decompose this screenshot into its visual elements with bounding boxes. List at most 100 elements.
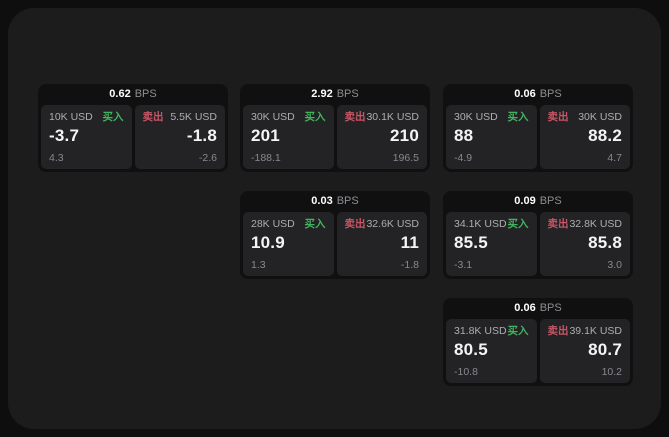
sell-header-row: 卖出 5.5K USD — [142, 111, 218, 124]
sell-price: 210 — [390, 125, 419, 145]
card-body: 31.8K USD 买入 80.5 -10.8 卖出 39.1K USD 80.… — [446, 319, 630, 383]
sell-delta: 196.5 — [392, 151, 419, 164]
sell-side-label: 卖出 — [344, 111, 366, 123]
buy-header-row: 34.1K USD 买入 — [454, 218, 529, 231]
bps-value: 0.06 — [514, 88, 536, 100]
bps-unit-label: BPS — [336, 195, 359, 207]
buy-header-row: 31.8K USD 买入 — [454, 325, 529, 338]
buy-price: -3.7 — [49, 125, 80, 145]
buy-delta: -3.1 — [454, 258, 473, 271]
sell-delta: -1.8 — [400, 258, 419, 271]
sell-side-label: 卖出 — [547, 325, 569, 337]
sell-quote-tile[interactable]: 卖出 30K USD 88.2 4.7 — [539, 105, 630, 169]
sell-quote-tile[interactable]: 卖出 5.5K USD -1.8 -2.6 — [134, 105, 225, 169]
sell-amount: 5.5K USD — [170, 111, 217, 123]
bps-value: 0.03 — [311, 195, 333, 207]
card-body: 30K USD 买入 88 -4.9 卖出 30K USD 88.2 4.7 — [446, 105, 630, 169]
bps-unit-label: BPS — [336, 88, 359, 100]
sell-amount: 32.8K USD — [569, 218, 622, 230]
buy-quote-tile[interactable]: 10K USD 买入 -3.7 4.3 — [41, 105, 132, 169]
buy-amount: 10K USD — [49, 111, 93, 123]
buy-header-row: 28K USD 买入 — [251, 218, 326, 231]
buy-delta: 1.3 — [251, 258, 266, 271]
card-header: 0.62 BPS — [41, 84, 225, 105]
quotes-panel: 0.62 BPS 10K USD 买入 -3.7 4.3 卖出 5.5K USD — [8, 8, 661, 429]
sell-side-label: 卖出 — [344, 218, 366, 230]
card-body: 34.1K USD 买入 85.5 -3.1 卖出 32.8K USD 85.8… — [446, 212, 630, 276]
buy-side-label: 买入 — [102, 111, 124, 123]
sell-quote-tile[interactable]: 卖出 32.6K USD 11 -1.8 — [336, 212, 427, 276]
card-header: 0.06 BPS — [446, 84, 630, 105]
buy-amount: 28K USD — [251, 218, 295, 230]
sell-header-row: 卖出 32.6K USD — [344, 218, 420, 231]
sell-amount: 39.1K USD — [569, 325, 622, 337]
sell-header-row: 卖出 30.1K USD — [344, 111, 420, 124]
bps-value: 0.06 — [514, 302, 536, 314]
buy-delta: -188.1 — [251, 151, 281, 164]
sell-header-row: 卖出 30K USD — [547, 111, 623, 124]
buy-delta: -4.9 — [454, 151, 473, 164]
buy-quote-tile[interactable]: 34.1K USD 买入 85.5 -3.1 — [446, 212, 537, 276]
sell-delta: -2.6 — [198, 151, 217, 164]
sell-amount: 32.6K USD — [366, 218, 419, 230]
quote-card: 0.06 BPS 30K USD 买入 88 -4.9 卖出 30K USD — [443, 84, 633, 172]
buy-price: 80.5 — [454, 339, 488, 359]
card-header: 0.03 BPS — [243, 191, 427, 212]
buy-price: 85.5 — [454, 232, 488, 252]
bps-value: 0.62 — [109, 88, 131, 100]
buy-amount: 34.1K USD — [454, 218, 507, 230]
card-body: 28K USD 买入 10.9 1.3 卖出 32.6K USD 11 -1.8 — [243, 212, 427, 276]
buy-header-row: 10K USD 买入 — [49, 111, 124, 124]
sell-price: 85.8 — [588, 232, 622, 252]
buy-header-row: 30K USD 买入 — [454, 111, 529, 124]
quote-card: 2.92 BPS 30K USD 买入 201 -188.1 卖出 30.1K … — [240, 84, 430, 172]
buy-amount: 31.8K USD — [454, 325, 507, 337]
bps-value: 0.09 — [514, 195, 536, 207]
quote-card: 0.09 BPS 34.1K USD 买入 85.5 -3.1 卖出 32.8K… — [443, 191, 633, 279]
sell-quote-tile[interactable]: 卖出 32.8K USD 85.8 3.0 — [539, 212, 630, 276]
quote-card: 0.03 BPS 28K USD 买入 10.9 1.3 卖出 32.6K US… — [240, 191, 430, 279]
buy-header-row: 30K USD 买入 — [251, 111, 326, 124]
sell-price: 80.7 — [588, 339, 622, 359]
sell-delta: 3.0 — [607, 258, 622, 271]
bps-value: 2.92 — [311, 88, 333, 100]
buy-price: 10.9 — [251, 232, 285, 252]
sell-header-row: 卖出 32.8K USD — [547, 218, 623, 231]
sell-delta: 4.7 — [607, 151, 622, 164]
card-header: 2.92 BPS — [243, 84, 427, 105]
sell-price: 88.2 — [588, 125, 622, 145]
sell-amount: 30K USD — [578, 111, 622, 123]
sell-quote-tile[interactable]: 卖出 39.1K USD 80.7 10.2 — [539, 319, 630, 383]
bps-unit-label: BPS — [134, 88, 157, 100]
card-body: 30K USD 买入 201 -188.1 卖出 30.1K USD 210 1… — [243, 105, 427, 169]
buy-amount: 30K USD — [251, 111, 295, 123]
sell-side-label: 卖出 — [547, 111, 569, 123]
sell-price: 11 — [400, 232, 419, 252]
quote-card: 0.06 BPS 31.8K USD 买入 80.5 -10.8 卖出 39.1… — [443, 298, 633, 386]
bps-unit-label: BPS — [539, 302, 562, 314]
buy-delta: -10.8 — [454, 365, 478, 378]
sell-side-label: 卖出 — [142, 111, 164, 123]
bps-unit-label: BPS — [539, 88, 562, 100]
sell-side-label: 卖出 — [547, 218, 569, 230]
buy-delta: 4.3 — [49, 151, 64, 164]
card-body: 10K USD 买入 -3.7 4.3 卖出 5.5K USD -1.8 -2.… — [41, 105, 225, 169]
card-header: 0.06 BPS — [446, 298, 630, 319]
buy-quote-tile[interactable]: 30K USD 买入 201 -188.1 — [243, 105, 334, 169]
buy-amount: 30K USD — [454, 111, 498, 123]
sell-quote-tile[interactable]: 卖出 30.1K USD 210 196.5 — [336, 105, 427, 169]
buy-quote-tile[interactable]: 28K USD 买入 10.9 1.3 — [243, 212, 334, 276]
buy-price: 201 — [251, 125, 280, 145]
buy-side-label: 买入 — [507, 111, 529, 123]
sell-header-row: 卖出 39.1K USD — [547, 325, 623, 338]
buy-quote-tile[interactable]: 31.8K USD 买入 80.5 -10.8 — [446, 319, 537, 383]
sell-price: -1.8 — [186, 125, 217, 145]
buy-price: 88 — [454, 125, 474, 145]
sell-delta: 10.2 — [601, 365, 622, 378]
buy-side-label: 买入 — [507, 325, 529, 337]
sell-amount: 30.1K USD — [366, 111, 419, 123]
quote-card: 0.62 BPS 10K USD 买入 -3.7 4.3 卖出 5.5K USD — [38, 84, 228, 172]
buy-quote-tile[interactable]: 30K USD 买入 88 -4.9 — [446, 105, 537, 169]
buy-side-label: 买入 — [304, 111, 326, 123]
